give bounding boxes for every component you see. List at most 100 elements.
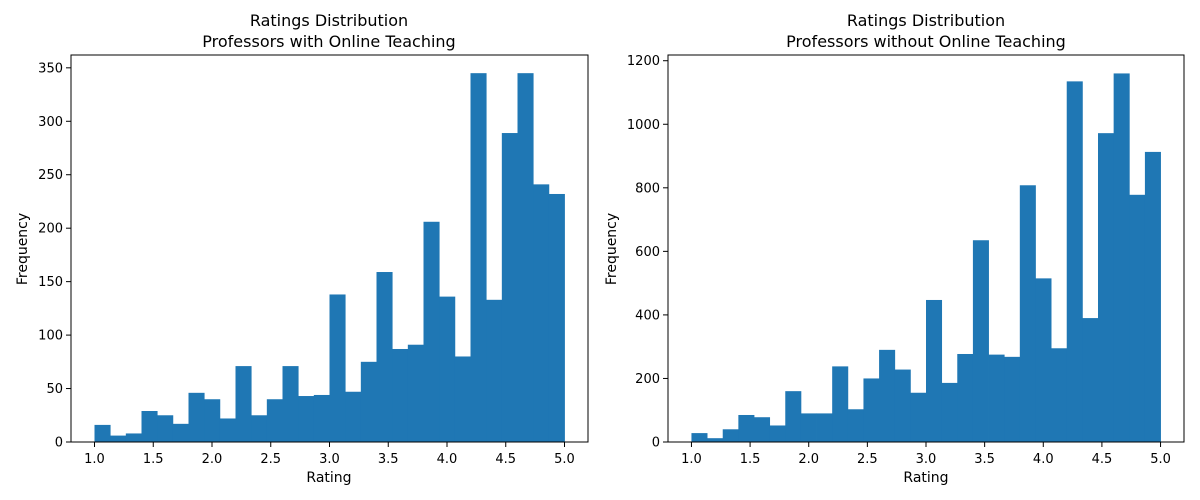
histogram-bar: [423, 221, 440, 442]
plot-frame: [667, 54, 1185, 443]
histogram-bar: [486, 299, 503, 442]
histogram-bar: [707, 438, 724, 442]
histogram-bar: [125, 433, 142, 442]
histogram-bar: [157, 415, 174, 442]
histogram-bar: [800, 413, 817, 442]
histogram-bar: [738, 414, 755, 442]
histogram-bar: [1098, 133, 1115, 442]
histogram-online-teaching: Ratings Distribution Professors with Onl…: [15, 11, 589, 486]
histogram-bar: [1019, 185, 1036, 442]
y-tick-label: 200: [38, 222, 63, 237]
histogram-bar: [313, 394, 330, 442]
histogram-bar: [470, 73, 487, 443]
histogram-bar: [832, 366, 849, 442]
x-tick-label: 4.5: [495, 452, 516, 467]
histogram-bar: [407, 344, 424, 442]
histogram-bar: [517, 73, 534, 443]
x-ticks-group: 1.0 1.5 2.0 2.5 3.0 3.5 4.0 4.5 5.0: [84, 442, 575, 467]
x-tick-label: 3.5: [378, 452, 399, 467]
histogram-bar: [847, 409, 864, 442]
y-tick-label: 250: [38, 168, 63, 183]
chart-title-line2: Professors with Online Teaching: [202, 32, 455, 51]
x-tick-label: 4.5: [1092, 452, 1113, 467]
histogram-bar: [1113, 73, 1130, 443]
y-tick-label: 150: [38, 275, 63, 290]
plot-frame: [70, 54, 589, 443]
histogram-bar: [360, 361, 377, 442]
bars-group: [94, 73, 565, 443]
histogram-bar: [501, 133, 518, 443]
histogram-bar: [1144, 151, 1161, 442]
y-tick-label: 0: [55, 436, 63, 451]
histogram-bar: [722, 429, 739, 442]
y-axis-label: Frequency: [15, 213, 31, 285]
y-tick-label: 1000: [627, 118, 660, 133]
histogram-bar: [863, 378, 880, 442]
x-tick-label: 1.0: [681, 452, 702, 467]
histogram-bar: [329, 294, 346, 442]
x-tick-label: 2.0: [798, 452, 819, 467]
x-ticks-group: 1.0 1.5 2.0 2.5 3.0 3.5 4.0 4.5 5.0: [681, 442, 1171, 467]
y-tick-label: 50: [46, 382, 63, 397]
histogram-bar: [141, 411, 158, 442]
histogram-bar: [251, 415, 268, 442]
y-tick-label: 800: [635, 181, 660, 196]
histogram-bar: [219, 418, 236, 442]
chart-title-line1: Ratings Distribution: [250, 11, 408, 30]
y-tick-label: 1200: [627, 54, 660, 69]
x-tick-label: 2.5: [260, 452, 281, 467]
histogram-bar: [894, 369, 911, 442]
x-tick-label: 1.0: [84, 452, 105, 467]
histogram-bar: [172, 423, 189, 442]
histogram-bar: [392, 348, 409, 442]
chart-title-line1: Ratings Distribution: [847, 11, 1005, 30]
x-tick-label: 5.0: [1150, 452, 1171, 467]
x-tick-label: 3.0: [916, 452, 937, 467]
histogram-bar: [533, 184, 550, 443]
histogram-bar: [282, 366, 299, 442]
histogram-bar: [204, 399, 221, 442]
histogram-bar: [548, 193, 565, 442]
histogram-bar: [957, 353, 974, 442]
histogram-bar: [754, 417, 771, 442]
histogram-bar: [188, 392, 205, 442]
y-ticks-group: 0 200 400 600 800 1000 1200: [627, 54, 668, 451]
histogram-bar: [110, 435, 127, 442]
histogram-bar: [1035, 278, 1052, 442]
x-tick-label: 1.5: [143, 452, 164, 467]
histogram-bar: [941, 382, 958, 442]
x-tick-label: 1.5: [740, 452, 761, 467]
histogram-bar: [345, 391, 362, 442]
histogram-no-online-teaching: Ratings Distribution Professors without …: [604, 11, 1185, 486]
histogram-bar: [376, 272, 393, 442]
histogram-bar: [879, 349, 896, 442]
histogram-bar: [926, 299, 943, 442]
histogram-bar: [94, 424, 111, 442]
y-tick-label: 0: [652, 436, 660, 451]
histogram-bar: [1129, 194, 1146, 442]
histogram-bar: [298, 396, 315, 442]
histogram-bar: [769, 425, 786, 442]
y-tick-label: 400: [635, 308, 660, 323]
histogram-bar: [816, 413, 833, 442]
x-tick-label: 2.0: [202, 452, 223, 467]
histogram-bar: [266, 399, 283, 442]
x-tick-label: 2.5: [857, 452, 878, 467]
histogram-bar: [439, 296, 456, 442]
x-tick-label: 4.0: [1033, 452, 1054, 467]
histogram-bar: [972, 240, 989, 442]
y-ticks-group: 0 50 100 150 200 250 300 350: [38, 61, 71, 451]
chart-title-line2: Professors without Online Teaching: [786, 32, 1066, 51]
histogram-bar: [691, 433, 708, 442]
x-axis-label: Rating: [306, 470, 351, 486]
x-axis-label: Rating: [903, 470, 948, 486]
histogram-bar: [454, 356, 471, 442]
y-tick-label: 200: [635, 372, 660, 387]
histogram-bar: [235, 366, 252, 442]
histogram-bar: [785, 391, 802, 442]
histogram-bar: [1051, 348, 1068, 442]
x-tick-label: 3.0: [319, 452, 340, 467]
histogram-bar: [1066, 81, 1083, 443]
histogram-bar: [988, 354, 1005, 442]
